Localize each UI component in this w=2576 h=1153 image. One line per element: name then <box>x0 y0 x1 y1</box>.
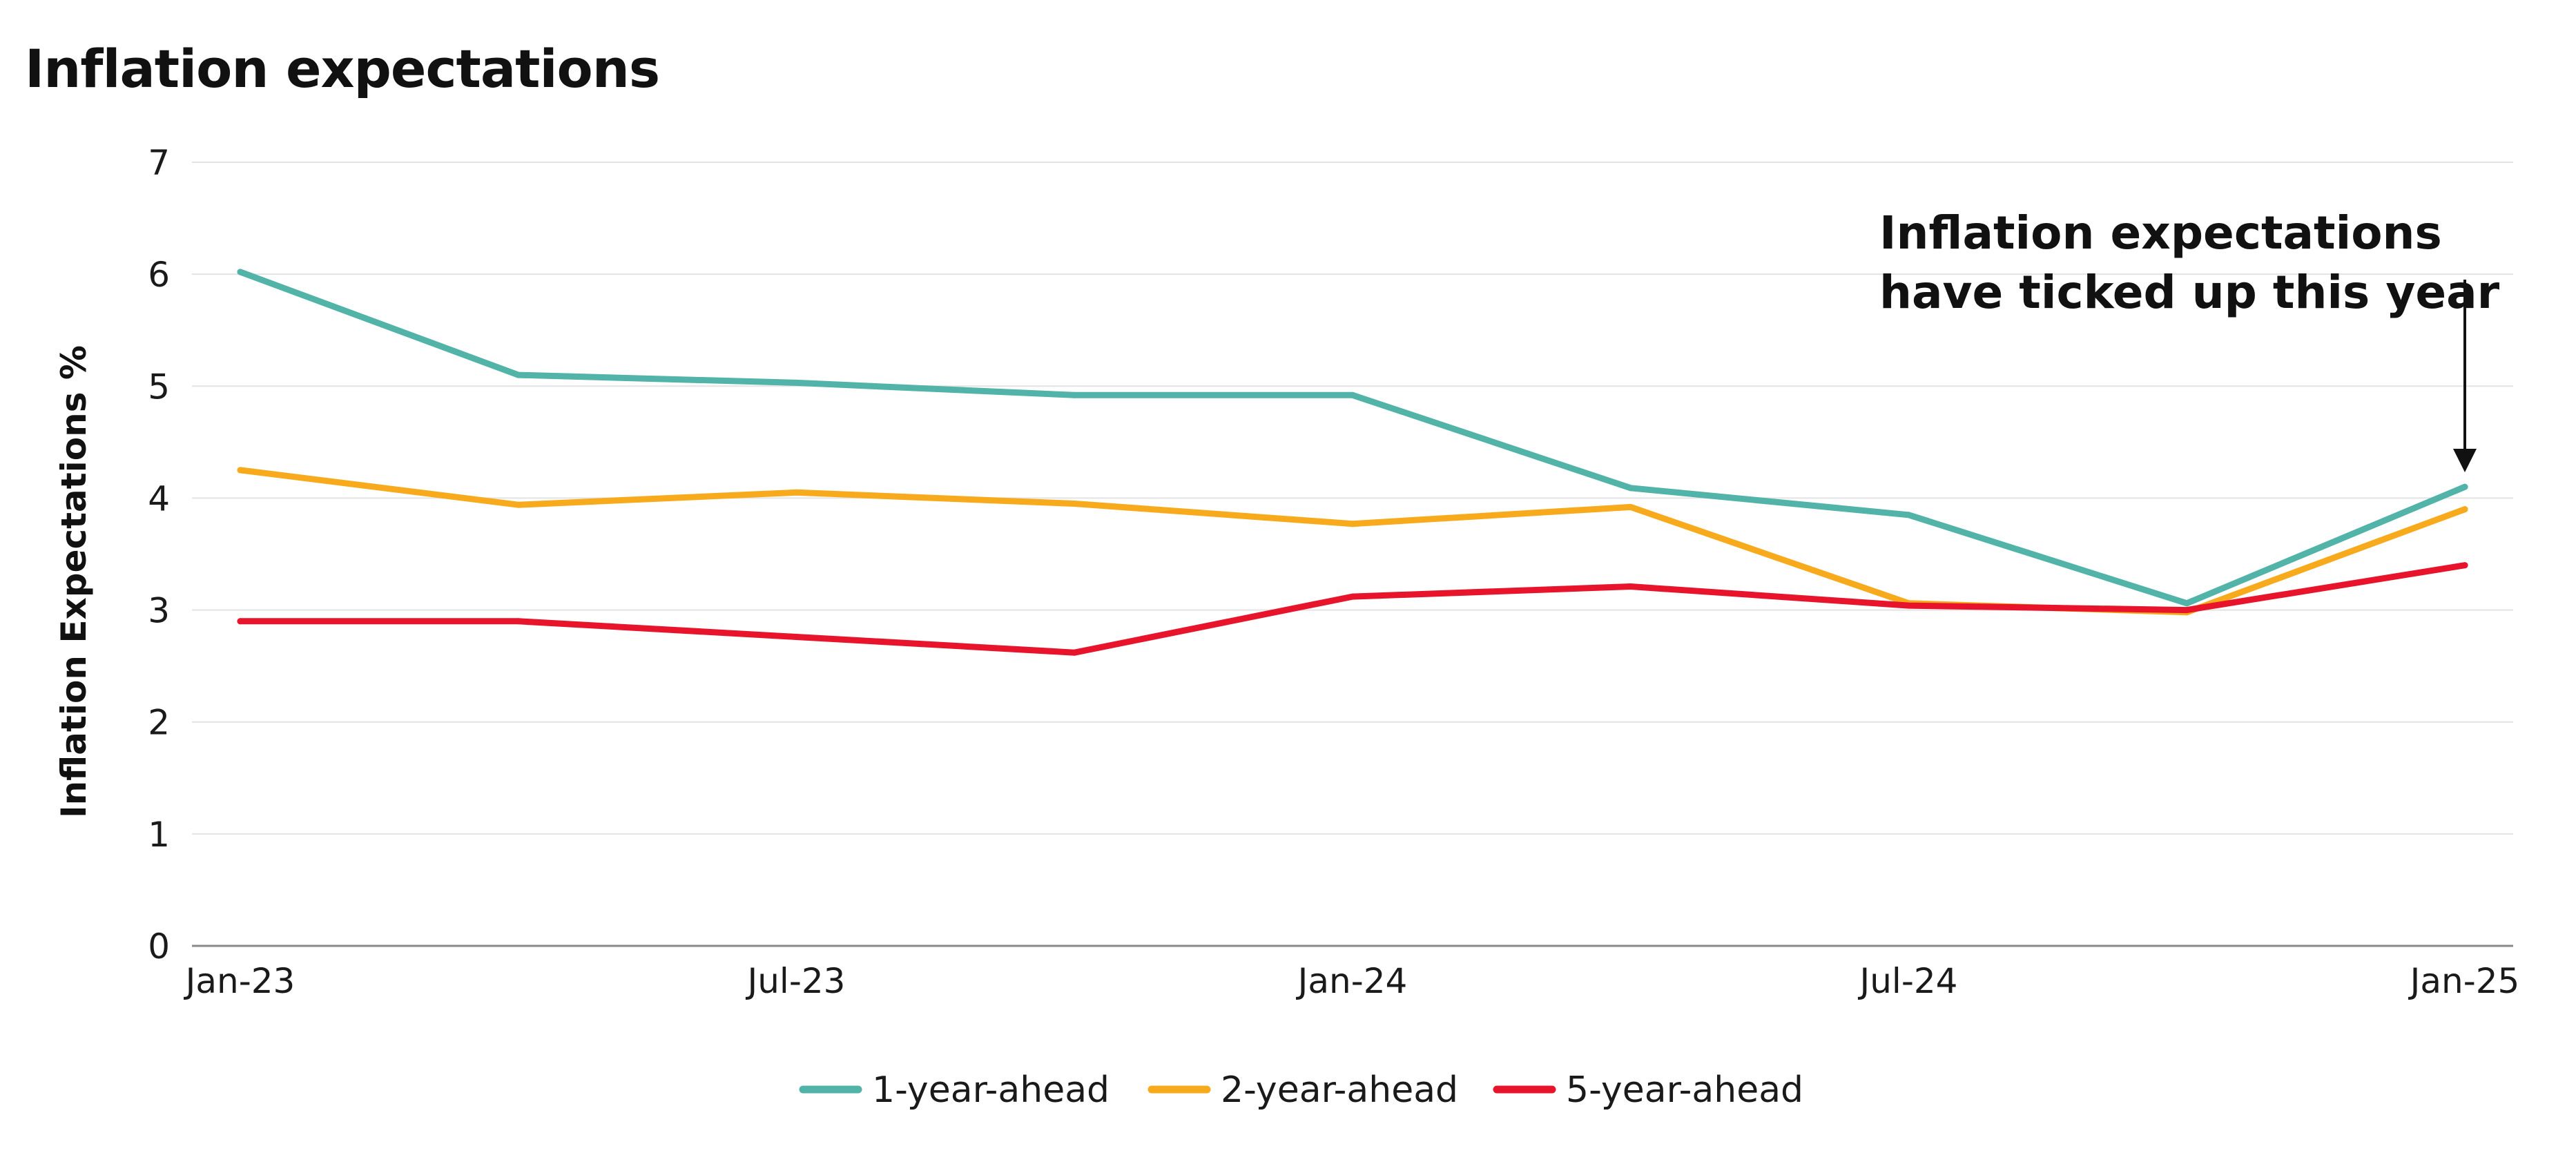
x-tick-label: Jul-23 <box>746 961 846 1001</box>
y-tick-label: 3 <box>148 591 170 631</box>
data-point <box>793 379 800 386</box>
data-point <box>1349 521 1356 527</box>
data-point <box>2183 600 2190 607</box>
data-point <box>2461 506 2468 513</box>
y-tick-label: 4 <box>148 478 170 519</box>
y-tick-label: 7 <box>148 143 170 183</box>
data-point <box>793 633 800 640</box>
data-point <box>237 618 244 625</box>
data-point <box>237 269 244 275</box>
data-point <box>1627 583 1634 590</box>
legend-label: 5-year-ahead <box>1566 1069 1803 1111</box>
data-point <box>1071 649 1078 656</box>
data-point <box>1906 602 1912 609</box>
axes: 0 1 2 3 4 5 6 7 Jan-23 Jul-23 Jan-24 Jul-24 Jan-25 In… <box>54 143 2519 1001</box>
data-point <box>515 618 522 625</box>
chart-title: Inflation expectations <box>25 38 660 99</box>
legend-label: 2-year-ahead <box>1221 1069 1458 1111</box>
y-tick-label: 1 <box>148 815 170 855</box>
data-point <box>1071 501 1078 507</box>
annotation-text: Inflation expectations <box>1879 206 2442 260</box>
data-point <box>237 467 244 474</box>
y-tick-label: 5 <box>148 367 170 407</box>
x-tick-label: Jan-23 <box>184 961 296 1001</box>
data-point <box>793 489 800 496</box>
data-point <box>515 501 522 508</box>
series-line-1-year-ahead <box>237 269 2468 607</box>
data-point <box>2461 562 2468 569</box>
data-point <box>1627 485 1634 492</box>
legend-label: 1-year-ahead <box>872 1069 1110 1111</box>
x-tick-label: Jan-25 <box>2408 961 2520 1001</box>
x-tick-label: Jul-24 <box>1858 961 1958 1001</box>
y-axis-title: Inflation Expectations % <box>54 345 94 818</box>
series-line-5-year-ahead <box>237 562 2468 656</box>
gridlines <box>192 162 2513 835</box>
data-point <box>2183 607 2190 614</box>
data-point <box>1071 391 1078 398</box>
annotation-arrowhead <box>2453 449 2477 472</box>
y-tick-label: 6 <box>148 255 170 295</box>
data-point <box>515 371 522 378</box>
x-tick-label: Jan-24 <box>1296 961 1408 1001</box>
y-tick-label: 0 <box>148 927 170 967</box>
data-point <box>1627 503 1634 510</box>
annotation: Inflation expectations have ticked up thi… <box>1879 206 2500 472</box>
series-line-2-year-ahead <box>237 467 2468 616</box>
series-lines <box>237 269 2468 656</box>
data-point <box>1906 512 1912 519</box>
annotation-text: have ticked up this year <box>1879 266 2500 319</box>
data-point <box>2461 483 2468 490</box>
data-point <box>1349 593 1356 600</box>
data-point <box>1349 391 1356 398</box>
y-tick-label: 2 <box>148 703 170 743</box>
legend: 1-year-ahead 2-year-ahead 5-year-ahead <box>799 1069 1803 1111</box>
